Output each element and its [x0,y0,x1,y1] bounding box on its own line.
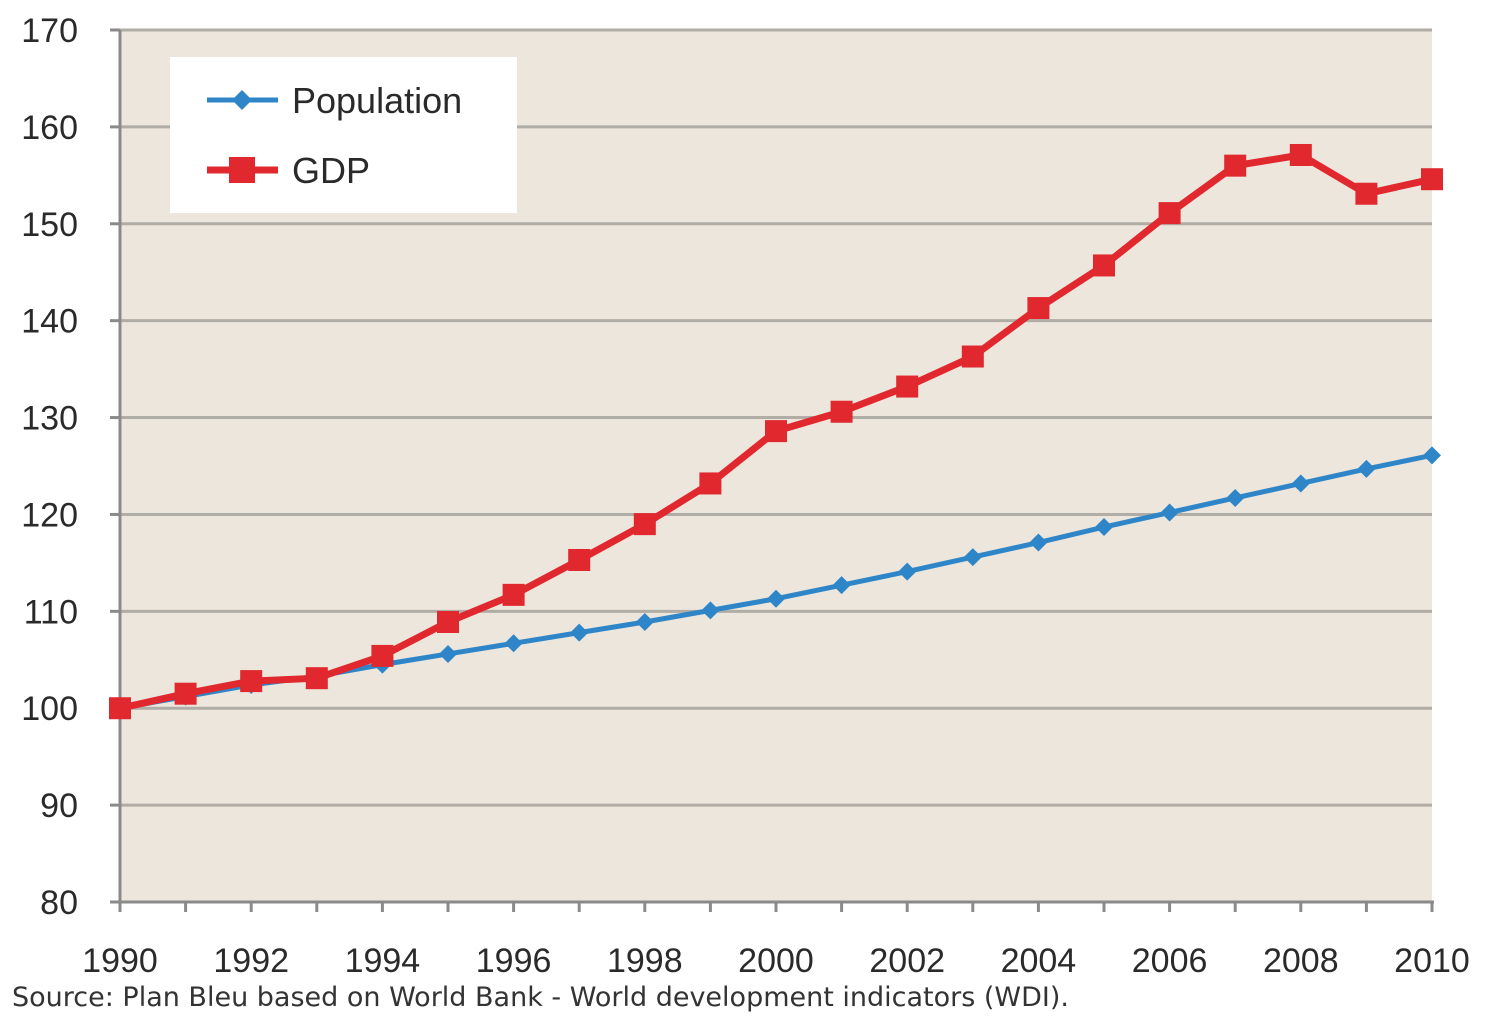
gdp-point-1996 [502,583,525,606]
x-tick-label-1992: 1992 [213,942,289,980]
population-point-2007 [1226,488,1245,507]
gdp-point-2007 [1224,154,1247,177]
population-point-2003 [963,548,982,567]
x-tick-label-2010: 2010 [1394,942,1470,980]
population-point-1998 [635,612,654,631]
gdp-point-2008 [1289,143,1312,166]
legend-label-gdp: GDP [292,150,370,191]
gdp-point-2000 [765,420,787,443]
population-point-2000 [767,589,785,608]
gdp-point-1992 [240,670,263,693]
population-point-2005 [1095,518,1113,537]
gdp-point-1993 [305,667,328,690]
y-tick-label-120: 120 [21,496,78,534]
x-tick-label-1994: 1994 [345,942,421,980]
y-tick-label-160: 160 [21,109,78,147]
x-tick-label-2006: 2006 [1132,942,1208,980]
legend-marker-gdp [229,157,255,183]
legend-box [170,57,517,213]
legend-item-population: Population [207,80,462,121]
population-point-2001 [832,576,851,595]
y-tick-label-130: 130 [21,400,78,438]
legend-marker-population [232,90,252,110]
y-tick-label-150: 150 [21,206,78,244]
population-point-2006 [1160,503,1179,522]
legend: Population GDP [170,57,517,213]
gdp-point-1999 [699,472,722,495]
population-point-2009 [1357,459,1376,478]
series-gdp [109,143,1443,720]
series-layer [109,143,1443,720]
legend-label-population: Population [292,80,462,121]
legend-item-gdp: GDP [207,150,370,191]
gdp-point-2001 [830,400,853,423]
y-tick-label-100: 100 [21,690,78,728]
x-tick-label-1998: 1998 [607,942,683,980]
gdp-point-1998 [633,513,656,536]
y-tick-label-90: 90 [40,787,78,825]
x-tick-label-2008: 2008 [1263,942,1339,980]
axes [110,30,1434,912]
gdp-point-2004 [1027,297,1050,320]
population-point-2010 [1423,446,1441,465]
x-tick-label-1996: 1996 [476,942,552,980]
y-axis-ticks: 80 90 100 110 120 130 140 150 160 170 [21,12,120,922]
population-point-1999 [701,601,720,620]
gdp-point-2003 [961,345,984,368]
gdp-point-2010 [1421,168,1443,191]
population-point-1997 [570,623,589,642]
gdp-point-1997 [568,548,591,571]
x-tick-label-2004: 2004 [1001,942,1077,980]
y-tick-label-140: 140 [21,303,78,341]
source-note: Source: Plan Bleu based on World Bank - … [12,982,1069,1013]
gdp-point-2005 [1093,254,1115,277]
gdp-point-1991 [174,682,197,705]
x-axis-ticks: 1990 1992 1994 1996 1998 2000 2002 2004 2006 2008… [82,902,1470,980]
gdp-point-1990 [109,697,131,720]
gdp-point-2006 [1158,202,1181,225]
gdp-point-1994 [371,644,394,667]
population-point-2008 [1291,474,1310,493]
gdp-point-1995 [437,610,459,633]
population-point-1995 [439,644,457,663]
population-point-2002 [898,562,917,581]
y-tick-label-80: 80 [40,884,78,922]
x-tick-label-2000: 2000 [738,942,814,980]
x-tick-label-2002: 2002 [869,942,945,980]
gdp-point-2002 [896,375,919,398]
y-tick-label-110: 110 [24,593,78,631]
x-tick-label-1990: 1990 [82,942,158,980]
gdp-point-2009 [1355,182,1378,205]
y-tick-label-170: 170 [21,12,78,50]
population-point-2004 [1029,533,1048,552]
population-point-1996 [504,634,523,653]
